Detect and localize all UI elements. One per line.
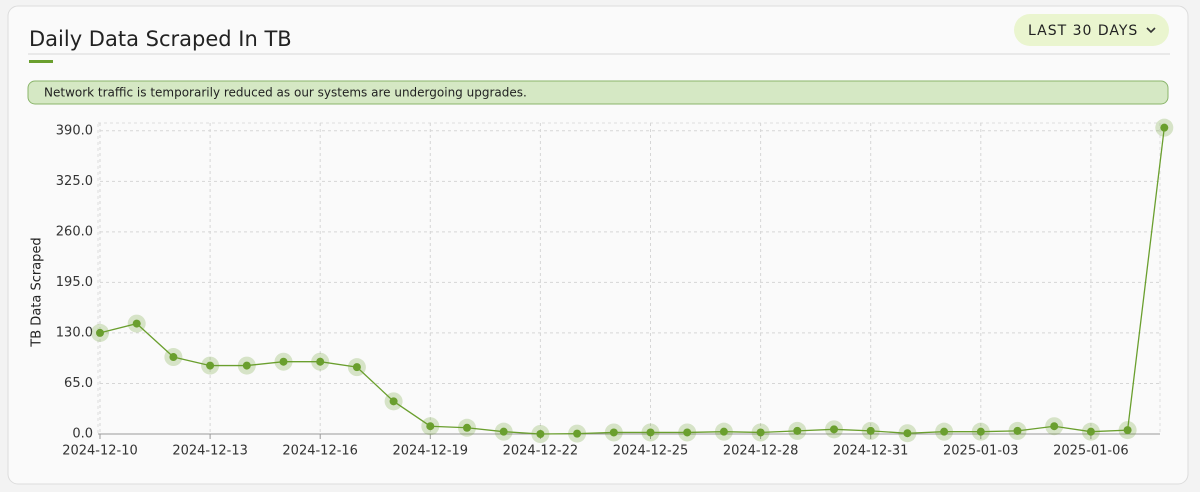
x-tick-label: 2024-12-16 bbox=[282, 444, 358, 459]
point bbox=[96, 328, 104, 337]
point bbox=[1086, 427, 1095, 436]
point bbox=[683, 428, 692, 437]
x-tick-label: 2025-01-03 bbox=[943, 444, 1019, 459]
point bbox=[316, 357, 325, 366]
range-button-label[interactable]: LAST 30 DAYS bbox=[1028, 23, 1138, 39]
range-button-bg[interactable] bbox=[1014, 14, 1169, 46]
point bbox=[830, 425, 838, 434]
y-tick-label: 0.0 bbox=[72, 427, 93, 442]
point bbox=[719, 427, 728, 436]
point bbox=[206, 361, 215, 370]
card bbox=[7, 5, 1189, 485]
point bbox=[242, 361, 251, 370]
point bbox=[646, 428, 655, 437]
point bbox=[279, 357, 288, 366]
notice-text: Network traffic is temporarily reduced a… bbox=[44, 86, 527, 100]
point bbox=[1160, 123, 1169, 132]
x-tick-label: 2024-12-19 bbox=[393, 444, 469, 459]
point bbox=[389, 397, 398, 406]
x-tick-label: 2024-12-13 bbox=[172, 444, 248, 459]
point bbox=[169, 353, 178, 362]
title-accent bbox=[29, 60, 53, 63]
point bbox=[866, 426, 875, 435]
x-tick-label: 2024-12-31 bbox=[833, 444, 909, 459]
point bbox=[976, 427, 985, 436]
point bbox=[1050, 422, 1059, 431]
y-tick-label: 130.0 bbox=[56, 325, 93, 340]
point bbox=[609, 428, 618, 437]
x-tick-label: 2024-12-28 bbox=[723, 444, 799, 459]
x-tick-label: 2025-01-06 bbox=[1053, 444, 1129, 459]
y-tick-label: 195.0 bbox=[56, 275, 93, 290]
chart-title: Daily Data Scraped In TB bbox=[29, 27, 292, 51]
point bbox=[426, 422, 435, 431]
y-tick-label: 260.0 bbox=[56, 224, 93, 239]
point bbox=[132, 319, 141, 328]
point bbox=[1013, 426, 1022, 435]
x-tick-label: 2024-12-25 bbox=[613, 444, 689, 459]
y-tick-label: 65.0 bbox=[64, 376, 93, 391]
chevron bbox=[1146, 27, 1156, 34]
range-button[interactable]: LAST 30 DAYS bbox=[1014, 14, 1169, 46]
point bbox=[903, 429, 912, 438]
point bbox=[536, 430, 545, 438]
point bbox=[756, 428, 765, 437]
x-tick-label: 2024-12-10 bbox=[62, 444, 138, 459]
point bbox=[573, 429, 582, 438]
point bbox=[793, 426, 802, 435]
point bbox=[940, 427, 949, 436]
x-tick-label: 2024-12-22 bbox=[503, 444, 579, 459]
point bbox=[463, 423, 471, 432]
point bbox=[1123, 426, 1132, 435]
point bbox=[352, 363, 361, 372]
notice-box bbox=[27, 80, 1169, 105]
y-tick-label: 390.0 bbox=[56, 123, 93, 138]
y-axis-label: TB Data Scraped bbox=[30, 237, 45, 347]
series-line bbox=[99, 127, 1165, 435]
y-tick-label: 325.0 bbox=[56, 174, 93, 189]
point bbox=[499, 427, 508, 436]
